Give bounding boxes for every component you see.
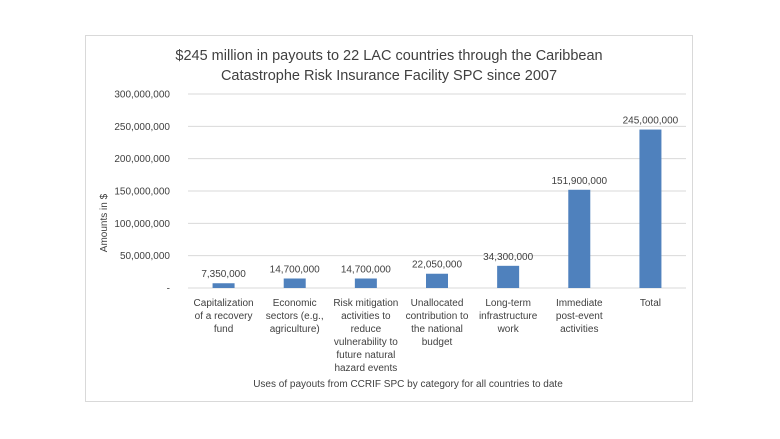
category-label: Capitalization of a recovery fund: [194, 298, 254, 335]
bar: [639, 129, 662, 288]
data-label: 14,700,000: [270, 264, 320, 275]
y-tick-label: 50,000,000: [120, 251, 170, 262]
category-label: Unallocated contribution to the national bu…: [406, 298, 469, 348]
bar-chart: $245 million in payouts to 22 LAC countr…: [99, 48, 686, 390]
bars: [212, 129, 662, 288]
category-label: Long-term infrastructure work: [479, 298, 538, 335]
data-label: 7,350,000: [201, 269, 246, 280]
data-label: 151,900,000: [551, 176, 607, 187]
bar: [354, 278, 377, 288]
y-tick-label: 200,000,000: [114, 154, 170, 165]
bar: [568, 189, 591, 288]
category-label: Risk mitigation activities to reduce vulner…: [333, 298, 398, 374]
y-tick-label: 300,000,000: [114, 90, 170, 101]
y-tick-label: 100,000,000: [114, 219, 170, 230]
category-label: Total: [640, 298, 661, 309]
chart-title-line-2: Catastrophe Risk Insurance Facility SPC …: [221, 68, 557, 84]
data-label: 34,300,000: [483, 252, 533, 263]
data-label: 245,000,000: [623, 116, 679, 127]
chart-title-line-1: $245 million in payouts to 22 LAC countr…: [175, 48, 602, 64]
data-label: 14,700,000: [341, 264, 391, 275]
bar: [212, 283, 235, 288]
bar: [283, 278, 306, 288]
category-labels: Capitalization of a recovery fund Economic s…: [194, 298, 661, 374]
y-tick-label: 250,000,000: [114, 122, 170, 133]
y-axis-title: Amounts in $: [99, 193, 110, 252]
chart-frame: $245 million in payouts to 22 LAC countr…: [85, 35, 693, 402]
data-labels: 7,350,000 14,700,000 14,700,000 22,050,000 3…: [201, 116, 678, 281]
y-tick-label: 150,000,000: [114, 187, 170, 198]
x-axis-title: Uses of payouts from CCRIF SPC by catego…: [253, 379, 563, 390]
category-label: Economic sectors (e.g., agriculture): [266, 298, 324, 335]
data-label: 22,050,000: [412, 260, 462, 271]
y-axis-ticks: - 50,000,000 100,000,000 150,000,000 200,000…: [114, 90, 170, 295]
bar: [497, 265, 520, 288]
gridlines: [188, 93, 686, 289]
category-label: Immediate post-event activities: [556, 298, 603, 335]
y-tick-label: -: [167, 284, 170, 295]
bar: [426, 273, 448, 288]
